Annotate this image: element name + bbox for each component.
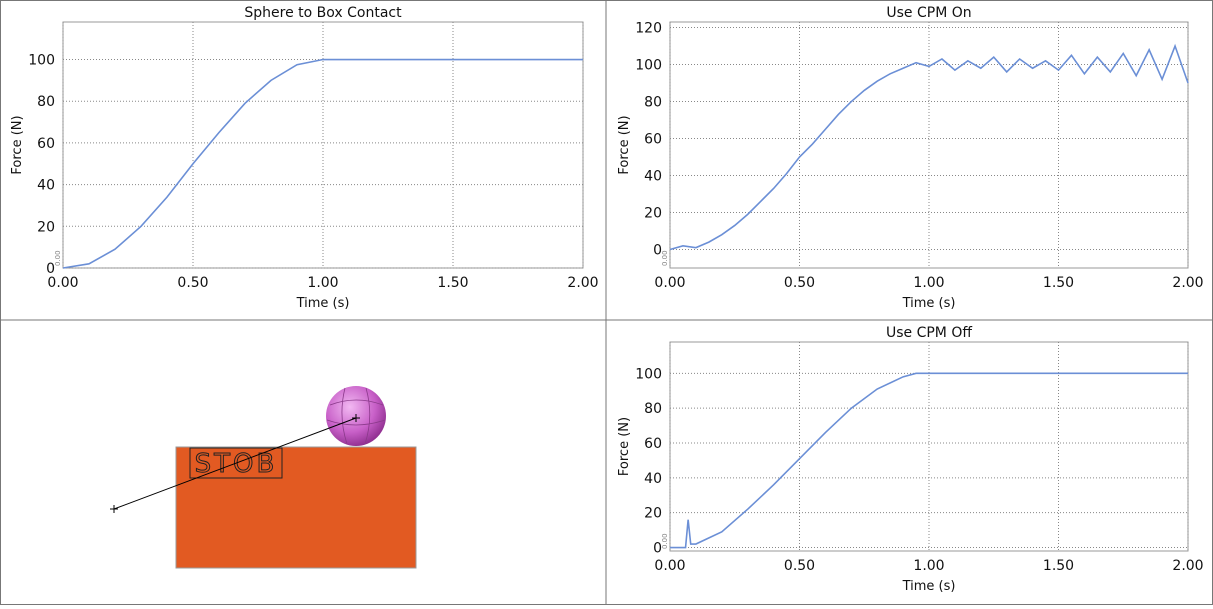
y-tick-label: 20: [644, 506, 662, 522]
y-tick-label: 100: [635, 366, 662, 382]
x-tick-label: 1.50: [1043, 558, 1074, 574]
y-tick-label: 80: [644, 401, 662, 417]
y-tick-label: 80: [644, 95, 662, 111]
x-tick-label: 1.00: [913, 558, 944, 574]
box: [175, 446, 417, 569]
viewport-3d[interactable]: STOB: [110, 386, 417, 569]
y-tick-label: 100: [635, 58, 662, 74]
chart: Use CPM Off Time (s) Force (N) 0.00 0.00 0.50…: [617, 325, 1204, 594]
x-tick-label: 0.50: [784, 275, 815, 291]
origin-label: 0.00: [54, 250, 62, 266]
origin-label: 0.00: [661, 250, 669, 266]
origin-label: 0.00: [661, 533, 669, 549]
y-tick-label: 60: [644, 436, 662, 452]
point-marker: [110, 414, 360, 513]
label-box: [189, 447, 283, 479]
x-tick-label: 1.50: [1043, 275, 1074, 291]
y-axis-label: Force (N): [617, 115, 632, 174]
chart-title: Use CPM On: [886, 5, 971, 21]
y-axis-label: Force (N): [617, 417, 632, 476]
x-tick-label: 2.00: [1172, 558, 1203, 574]
sphere-mesh: [326, 387, 386, 445]
y-tick-label: 120: [635, 21, 662, 37]
x-axis-label: Time (s): [902, 579, 956, 594]
data-line: [62, 58, 583, 269]
y-tick-label: 20: [37, 219, 55, 235]
chart: Use CPM On Time (s) Force (N) 0.00 0.00 0.50 1…: [617, 5, 1204, 311]
x-tick-label: 1.00: [307, 275, 338, 291]
y-tick-label: 40: [644, 169, 662, 185]
y-axis-label: Force (N): [10, 115, 25, 174]
y-tick-label: 0: [653, 243, 662, 259]
x-axis-label: Time (s): [296, 296, 350, 311]
y-tick-label: 40: [37, 178, 55, 194]
vector-line: [113, 417, 357, 510]
chart: Sphere to Box Contact Time (s) Force (N) 0.…: [10, 5, 599, 311]
data-line: [670, 372, 1188, 549]
y-tick-label: 20: [644, 206, 662, 222]
x-tick-label: 0.00: [47, 275, 78, 291]
y-tick-label: 80: [37, 94, 55, 110]
x-tick-label: 1.50: [437, 275, 468, 291]
data-line: [669, 43, 1189, 251]
x-tick-label: 2.00: [1172, 275, 1203, 291]
y-tick-label: 100: [28, 53, 55, 69]
chart-title: Sphere to Box Contact: [244, 5, 402, 21]
x-tick-label: 2.00: [567, 275, 598, 291]
x-tick-label: 0.50: [177, 275, 208, 291]
y-tick-label: 0: [653, 541, 662, 557]
x-tick-label: 0.50: [784, 558, 815, 574]
chart-title: Use CPM Off: [886, 325, 972, 341]
y-tick-label: 40: [644, 471, 662, 487]
x-tick-label: 0.00: [654, 275, 685, 291]
x-axis-label: Time (s): [902, 296, 956, 311]
x-tick-label: 1.00: [913, 275, 944, 291]
y-tick-label: 0: [46, 261, 55, 277]
x-tick-label: 0.00: [654, 558, 685, 574]
y-tick-label: 60: [37, 136, 55, 152]
y-tick-label: 60: [644, 132, 662, 148]
